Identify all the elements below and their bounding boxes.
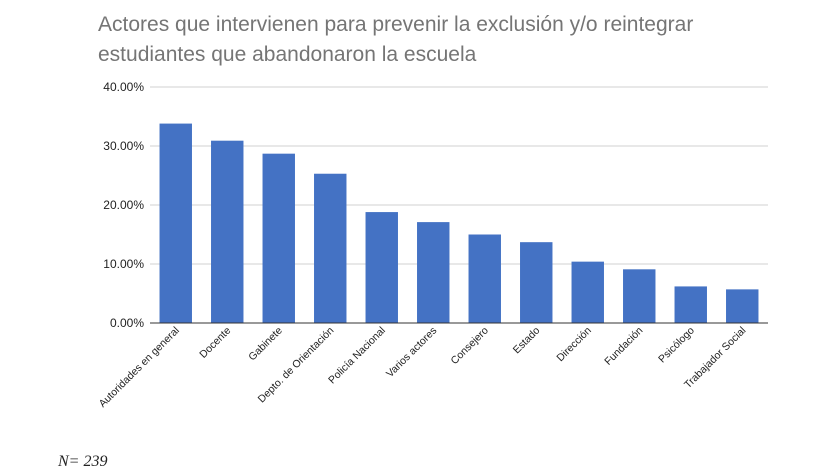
- x-tick-label: Consejero: [449, 325, 491, 367]
- sample-size-note: N= 239: [58, 453, 108, 470]
- x-tick-label: Gabinete: [246, 325, 285, 364]
- bar-chart: 0.00% 10.00% 20.00% 30.00% 40.00% Autoridades…: [97, 80, 768, 410]
- bar: [314, 173, 347, 323]
- x-tick-label: Varios actores: [384, 325, 439, 380]
- y-tick-label: 30.00%: [103, 139, 144, 153]
- chart-title-line-2: estudiantes que abandonaron la escuela: [98, 43, 477, 66]
- bar: [520, 242, 553, 323]
- x-tick-label: Estado: [511, 325, 543, 357]
- bar: [623, 269, 656, 323]
- x-tick-label: Dirección: [554, 325, 594, 365]
- bar: [468, 234, 501, 323]
- bar: [726, 289, 759, 323]
- chart-title: Actores que intervienen para prevenir la…: [98, 10, 818, 70]
- y-tick-label: 10.00%: [103, 257, 144, 271]
- chart-title-line-1: Actores que intervienen para prevenir la…: [98, 13, 694, 36]
- bar: [211, 140, 244, 323]
- y-tick-label: 40.00%: [103, 80, 144, 94]
- bar: [159, 123, 192, 323]
- bar: [365, 212, 398, 323]
- x-tick-label: Psicólogo: [656, 325, 697, 366]
- x-tick-label: Fundación: [602, 325, 645, 368]
- x-tick-label: Docente: [197, 325, 233, 361]
- x-tick-label: Autoridades en general: [97, 325, 182, 410]
- y-tick-label: 0.00%: [110, 316, 144, 330]
- bar: [571, 261, 604, 323]
- bar: [262, 153, 295, 323]
- y-tick-label: 20.00%: [103, 198, 144, 212]
- bar: [417, 222, 450, 323]
- bar: [674, 286, 707, 323]
